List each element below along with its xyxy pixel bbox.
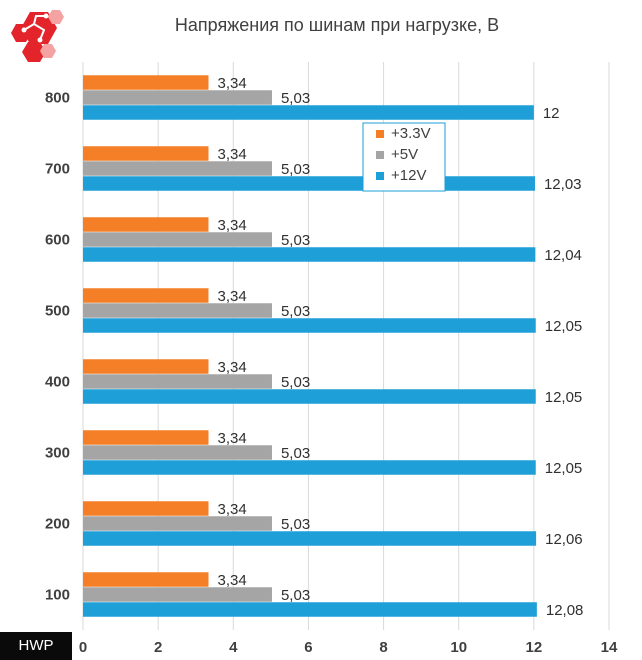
data-label: 5,03 [281,587,310,604]
data-label: 5,03 [281,161,310,178]
x-tick-label: 12 [526,639,543,656]
bar-12V-200 [83,531,537,546]
legend-label: +3.3V [391,125,431,142]
bar-12V-100 [83,602,537,617]
watermark: HWP [0,632,72,660]
bar-33V-400 [83,359,209,374]
bar-33V-700 [83,146,209,161]
x-tick-label: 6 [304,639,312,656]
data-label: 5,03 [281,90,310,107]
x-axis-ticks: 0 2 4 6 8 10 12 14 [79,639,618,656]
data-label: 5,03 [281,232,310,249]
data-label: 5,03 [281,303,310,320]
legend-swatch [376,130,384,138]
bar-33V-100 [83,572,209,587]
data-label: 3,34 [217,572,246,589]
data-label: 12 [543,105,560,122]
data-label: 12,04 [544,247,582,264]
bar-5V-100 [83,587,272,602]
data-label: 12,03 [544,176,582,193]
data-label: 3,34 [217,430,246,447]
y-axis-ticks: 800 700 600 500 400 300 200 100 [45,90,70,604]
bar-12V-500 [83,318,536,333]
y-tick-label: 100 [45,587,70,604]
bar-5V-200 [83,516,272,531]
chart-title: Напряжения по шинам при нагрузке, В [175,15,499,35]
y-tick-label: 200 [45,516,70,533]
legend-swatch [376,172,384,180]
bar-5V-800 [83,90,272,105]
x-tick-label: 2 [154,639,162,656]
y-tick-label: 300 [45,445,70,462]
y-tick-label: 600 [45,232,70,249]
data-label: 3,34 [217,217,246,234]
x-tick-label: 0 [79,639,87,656]
data-label: 12,05 [545,389,583,406]
data-label: 5,03 [281,445,310,462]
legend: +3.3V +5V +12V [362,122,446,192]
y-tick-label: 400 [45,374,70,391]
x-tick-label: 4 [229,639,238,656]
data-label: 12,05 [545,318,583,335]
data-label: 12,08 [546,602,584,619]
bar-33V-200 [83,501,209,516]
legend-swatch [376,151,384,159]
bar-33V-500 [83,288,209,303]
x-tick-label: 8 [379,639,387,656]
bars [83,75,537,617]
bar-5V-700 [83,161,272,176]
legend-label: +12V [391,167,426,184]
y-tick-label: 700 [45,161,70,178]
bar-5V-300 [83,445,272,460]
bar-33V-800 [83,75,209,90]
data-label: 3,34 [217,359,246,376]
bar-5V-400 [83,374,272,389]
data-label: 3,34 [217,501,246,518]
bar-12V-600 [83,247,536,262]
bar-12V-300 [83,460,536,475]
site-logo [11,10,64,62]
bar-5V-500 [83,303,272,318]
y-tick-label: 500 [45,303,70,320]
data-label: 12,06 [545,531,583,548]
data-label: 3,34 [217,75,246,92]
y-tick-label: 800 [45,90,70,107]
data-labels: 3,34 5,03 12 3,34 5,03 12,03 3,34 5,03 12,04 3,34… [217,75,583,619]
bar-33V-600 [83,217,209,232]
bar-33V-300 [83,430,209,445]
data-label: 3,34 [217,288,246,305]
bar-12V-400 [83,389,536,404]
bar-12V-700 [83,176,535,191]
data-label: 12,05 [545,460,583,477]
x-tick-label: 10 [450,639,467,656]
bar-12V-800 [83,105,534,120]
bar-5V-600 [83,232,272,247]
data-label: 5,03 [281,516,310,533]
legend-label: +5V [391,146,418,163]
data-label: 3,34 [217,146,246,163]
data-label: 5,03 [281,374,310,391]
x-tick-label: 14 [601,639,618,656]
